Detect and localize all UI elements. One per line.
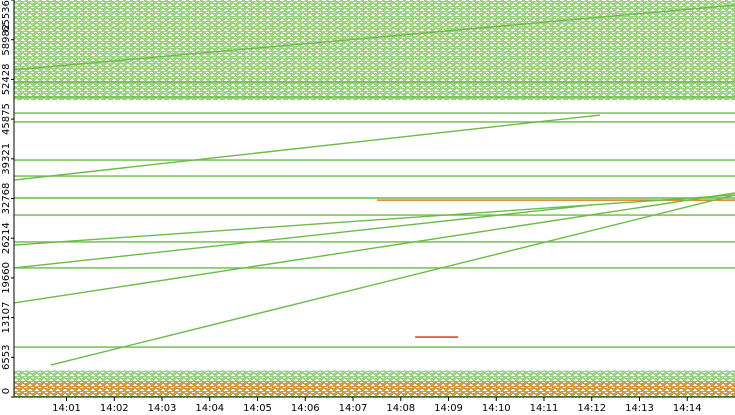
x-tick-label: 14:14 [673, 403, 702, 414]
band-texture [14, 381, 735, 396]
y-tick-label: 45875 [1, 103, 12, 135]
x-tick-label: 14:04 [195, 403, 224, 414]
x-tick-label: 14:08 [386, 403, 415, 414]
y-tick-label: 19660 [1, 262, 12, 294]
y-tick-label: 32768 [1, 183, 12, 215]
y-tick-label: 65536 [1, 0, 12, 32]
x-tick-label: 14:05 [243, 403, 272, 414]
x-tick-label: 14:12 [577, 403, 606, 414]
y-tick-label: 26214 [1, 222, 12, 254]
port-trace [13, 192, 735, 304]
x-tick-label: 14:02 [100, 403, 129, 414]
port-trace [50, 194, 735, 366]
x-tick-label: 14:01 [52, 403, 81, 414]
plot [13, 0, 735, 397]
y-tick-label: 6553 [1, 345, 12, 370]
y-tick-label: 0 [1, 388, 12, 394]
x-tick-label: 14:13 [625, 403, 654, 414]
band-texture [14, 0, 735, 101]
port-trace [13, 204, 592, 269]
x-tick-label: 14:10 [482, 403, 511, 414]
x-tick-label: 14:06 [291, 403, 320, 414]
x-tick-label: 14:09 [434, 403, 463, 414]
port-trace [13, 114, 600, 181]
y-tick-label: 52428 [1, 63, 12, 95]
x-tick-label: 14:03 [148, 403, 177, 414]
port-trace [13, 194, 735, 246]
y-tick-label: 58982 [1, 24, 12, 56]
x-tick-label: 14:07 [339, 403, 368, 414]
port-trace [13, 4, 735, 71]
y-tick-label: 39321 [1, 143, 12, 175]
y-tick-label: 13107 [1, 302, 12, 334]
x-tick-label: 14:11 [530, 403, 559, 414]
